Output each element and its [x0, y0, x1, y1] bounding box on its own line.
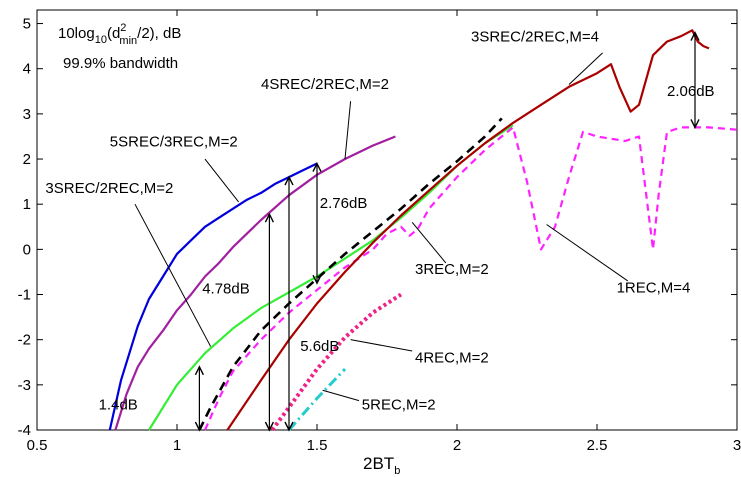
y-tick-label: -3	[18, 377, 31, 394]
series-line-1rec-m-4	[203, 126, 738, 431]
series-line-4rec-m-2	[270, 292, 403, 432]
note-line-2: 99.9% bandwidth	[63, 55, 178, 72]
series-label-3srec-2rec-m-4: 3SREC/2REC,M=4	[471, 29, 599, 46]
x-tick-label: 0.5	[27, 437, 48, 454]
arrowhead-up	[264, 212, 275, 223]
y-tick-label: 5	[23, 16, 31, 33]
arrowhead-down	[312, 274, 322, 285]
y-tick-label: -4	[18, 422, 31, 439]
series-label-4srec-2rec-m-2: 4SREC/2REC,M=2	[261, 76, 389, 93]
annotation-layer: 2.06dB 2.76dB 4.78dB 5.6dB 1.4dB	[99, 31, 715, 432]
series-line-3srec-2rec-m-4	[226, 29, 710, 431]
series-label-3srec-2rec-m-2: 3SREC/2REC,M=2	[45, 180, 173, 197]
leader-line-4srec-2rec-m-2	[344, 101, 352, 160]
leader-line-1rec-m-4	[546, 224, 629, 282]
series-line-4srec-2rec-m-2	[114, 135, 396, 431]
arrowhead-up	[194, 365, 205, 376]
series-label-5rec-m-2: 5REC,M=2	[362, 397, 436, 414]
arrowhead-up	[312, 161, 322, 172]
annotation-label-2-76db: 2.76dB	[320, 195, 368, 212]
leader-line-5srec-3rec-m-2	[204, 158, 239, 203]
x-tick-label: 2.5	[587, 437, 608, 454]
annotation-label-4-78db: 4.78dB	[202, 281, 250, 298]
y-tick-label: -2	[18, 332, 31, 349]
series-label-3rec-m-2: 3REC,M=2	[415, 261, 489, 278]
y-tick-label: 0	[23, 241, 31, 258]
series-layer	[108, 29, 738, 432]
y-tick-label: 2	[23, 151, 31, 168]
annotation-label-2-06db: 2.06dB	[667, 83, 715, 100]
leader-line-4rec-m-2	[350, 339, 413, 352]
series-label-1rec-m-4: 1REC,M=4	[617, 279, 691, 296]
arrowhead-down	[194, 421, 205, 432]
leader-line-3srec-2rec-m-2	[134, 203, 212, 347]
y-tick-label: -1	[18, 287, 31, 304]
x-tick-label: 1.5	[307, 437, 328, 454]
arrowhead-down	[264, 421, 275, 432]
series-line-5srec-3rec-m-2	[108, 162, 318, 431]
y-tick-label: 4	[23, 61, 31, 78]
leader-line-3srec-2rec-m-4	[568, 52, 603, 85]
series-line-3rec-m-2	[198, 117, 503, 431]
y-tick-label: 1	[23, 196, 31, 213]
series-label-4rec-m-2: 4REC,M=2	[415, 349, 489, 366]
x-tick-label: 3	[733, 437, 741, 454]
arrowhead-up	[284, 175, 294, 186]
note-line-1: 10log10(d2 min/2), dB	[58, 22, 181, 47]
series-label-layer: 3SREC/2REC,M=4 4SREC/2REC,M=2 5SREC/3REC,M…	[45, 29, 690, 414]
annotation-label-1-4db: 1.4dB	[99, 397, 138, 414]
plot-frame	[36, 9, 738, 431]
annotation-label-5-6db: 5.6dB	[300, 338, 339, 355]
series-line-5rec-m-2	[287, 367, 347, 431]
arrowhead-up	[690, 31, 700, 41]
x-tick-label: 1	[173, 437, 181, 454]
y-tick-label: 3	[23, 106, 31, 123]
x-tick-label: 2	[453, 437, 461, 454]
leader-line-3rec-m-2	[411, 221, 447, 264]
series-label-5srec-3rec-m-2: 5SREC/3REC,M=2	[110, 133, 238, 150]
tick-layer: 0.5 1 1.5 2 2.5 3 5 4 3 2 1 0 -1 -2 -3 -4	[18, 10, 741, 454]
arrowhead-down	[690, 119, 700, 129]
arrowhead-down	[284, 421, 294, 432]
leader-line-5rec-m-2	[322, 389, 360, 402]
x-axis-label: 2BTb	[363, 454, 400, 477]
